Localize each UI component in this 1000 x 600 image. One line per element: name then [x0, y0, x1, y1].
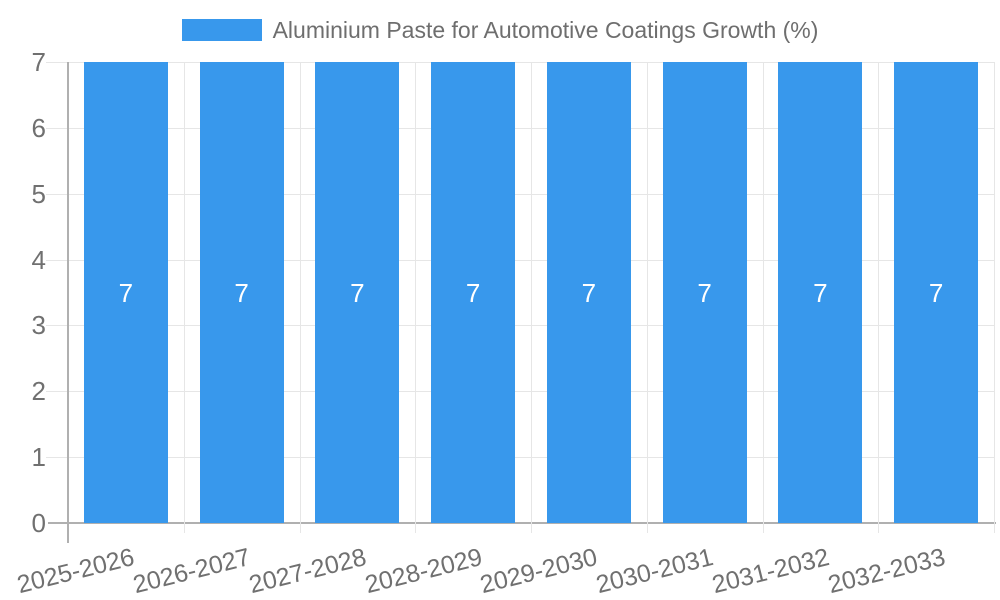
bar-value-label: 7: [928, 277, 944, 308]
bar[interactable]: [199, 62, 284, 523]
horizontal-gridline: [46, 259, 995, 261]
y-axis-tick-label: 0: [31, 508, 46, 538]
x-axis-tick-label: 2032-2033: [824, 543, 948, 600]
bar[interactable]: [431, 62, 516, 523]
x-axis-tick-label: 2027-2028: [246, 543, 369, 600]
bar[interactable]: [83, 62, 168, 523]
x-axis-tick-label: 2026-2027: [130, 543, 254, 600]
x-axis-tick-label: 2025-2026: [14, 543, 138, 600]
bar-value-label: 7: [465, 277, 481, 308]
horizontal-gridline: [46, 127, 995, 129]
x-axis-tick-label: 2030-2031: [593, 543, 717, 600]
bar[interactable]: [662, 62, 747, 523]
bar[interactable]: [894, 62, 979, 523]
vertical-gridline: [415, 62, 416, 533]
legend-label: Aluminium Paste for Automotive Coatings …: [272, 17, 819, 43]
horizontal-gridline: [46, 391, 995, 393]
y-axis-tick-label: 4: [31, 244, 46, 275]
y-axis-tick-label: 5: [31, 178, 46, 209]
y-axis-tick-label: 6: [31, 112, 46, 143]
bar-value-label: 7: [118, 277, 134, 308]
y-axis-line: [67, 62, 69, 543]
y-axis-tick-label: 7: [31, 47, 46, 77]
bar-value-label: 7: [581, 277, 597, 308]
y-axis-tick-label: 3: [31, 310, 46, 341]
legend-swatch: [181, 19, 262, 41]
x-axis-tick-label: 2029-2030: [477, 543, 601, 600]
vertical-gridline: [531, 62, 532, 533]
horizontal-gridline: [46, 193, 995, 195]
x-axis-line: [48, 522, 996, 524]
legend[interactable]: Aluminium Paste for Automotive Coatings …: [0, 16, 1000, 44]
bar-value-label: 7: [813, 277, 828, 308]
bar[interactable]: [315, 62, 400, 523]
vertical-gridline: [878, 62, 879, 533]
bar[interactable]: [546, 62, 631, 523]
vertical-gridline: [300, 62, 301, 533]
horizontal-gridline: [46, 62, 995, 63]
vertical-gridline: [763, 62, 764, 533]
vertical-gridline: [184, 62, 185, 533]
bar-value-label: 7: [350, 277, 365, 308]
y-axis-tick-label: 1: [31, 442, 46, 473]
vertical-gridline: [994, 62, 995, 533]
vertical-gridline: [647, 62, 648, 533]
y-axis-tick-label: 2: [31, 376, 46, 407]
horizontal-gridline: [46, 457, 995, 459]
horizontal-gridline: [46, 325, 995, 327]
bar[interactable]: [778, 62, 863, 523]
x-axis-tick-label: 2028-2029: [361, 543, 485, 600]
bar-value-label: 7: [697, 277, 712, 308]
bar-value-label: 7: [234, 277, 249, 308]
x-axis-tick-label: 2031-2032: [709, 543, 832, 600]
